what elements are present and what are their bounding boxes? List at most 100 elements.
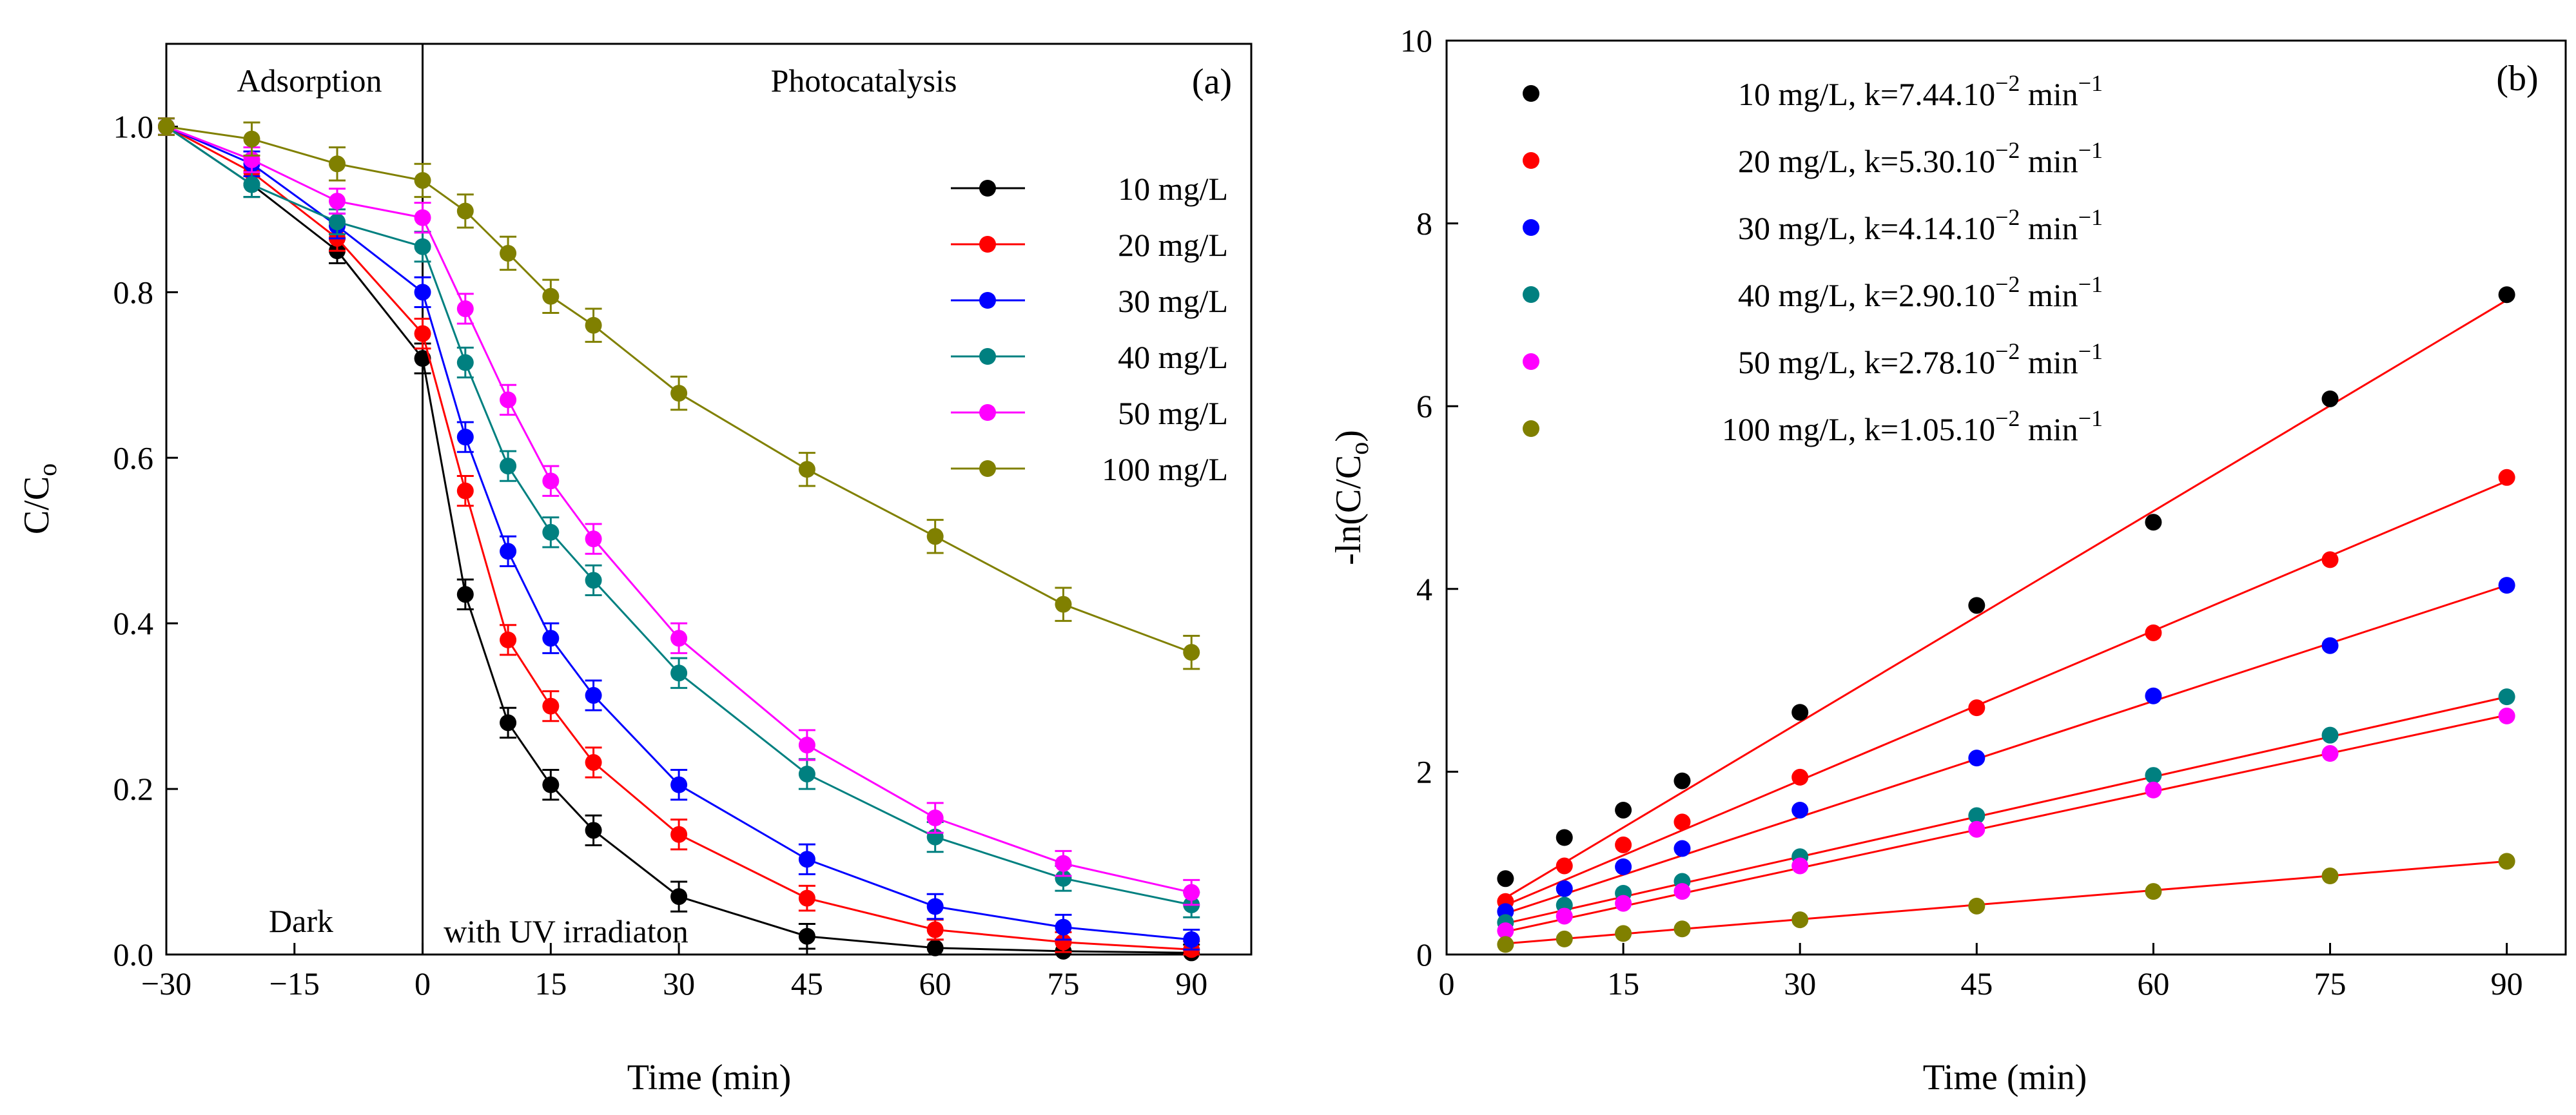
data-point — [1968, 699, 1986, 717]
panel-b-x-tick-label: 60 — [2137, 965, 2169, 1002]
uv-label: with UV irradiaton — [444, 913, 688, 949]
data-point — [1055, 869, 1072, 887]
data-point — [670, 385, 688, 402]
legend-marker — [1523, 152, 1539, 169]
panel-a-x-tick-label: −30 — [141, 965, 191, 1002]
series-50-mg-L — [158, 117, 1200, 906]
legend-label: 40 mg/L, k=2.90.10−2 min−1 — [1738, 271, 2103, 313]
series-20-mg-L — [158, 117, 1200, 958]
legend-marker — [1523, 219, 1539, 236]
legend-marker — [1523, 353, 1539, 370]
data-point — [456, 586, 474, 603]
adsorption-label: Adsorption — [237, 63, 382, 99]
legend-marker — [979, 404, 996, 421]
legend-label: 50 mg/L, k=2.78.10−2 min−1 — [1738, 338, 2103, 380]
data-point — [2498, 688, 2515, 706]
data-point — [1791, 704, 1809, 721]
data-point — [414, 350, 431, 367]
panel-a-x-tick-label: 90 — [1175, 965, 1207, 1002]
panel-a-x-tick-label: 75 — [1047, 965, 1079, 1002]
data-point — [585, 753, 602, 771]
data-point — [1497, 936, 1514, 953]
data-point — [500, 244, 517, 262]
data-point — [2498, 853, 2515, 870]
panel-a-legend: 10 mg/L 20 mg/L 30 mg/L 40 mg/L 50 mg/L 100 m… — [951, 171, 1228, 487]
legend-label: 50 mg/L — [1118, 395, 1228, 431]
kinetic-series — [1497, 707, 2515, 940]
panel-b-x-tick-label: 90 — [2491, 965, 2523, 1002]
data-point — [1673, 883, 1691, 900]
data-point — [1183, 884, 1200, 901]
data-point — [542, 630, 560, 647]
data-point — [542, 697, 560, 715]
panel-b-x-tick-label: 15 — [1607, 965, 1639, 1002]
data-point — [2498, 577, 2515, 594]
data-point — [585, 822, 602, 839]
data-point — [1673, 920, 1691, 938]
data-point — [1968, 807, 1986, 824]
panel-b-y-tick-label: 4 — [1416, 571, 1432, 607]
data-point — [798, 765, 815, 782]
data-point — [2321, 390, 2339, 407]
data-point — [585, 686, 602, 704]
panel-a-y-tick-label: 1.0 — [113, 108, 154, 144]
panel-a-y-tick-label: 0.0 — [113, 936, 154, 973]
legend-label: 20 mg/L, k=5.30.10−2 min−1 — [1738, 137, 2103, 179]
data-point — [500, 543, 517, 560]
panel-a-x-tick-label: 30 — [663, 965, 695, 1002]
panel-a: −30 −15 0 15 30 45 60 75 90 0.0 0.2 0.4 0.6 0.8 1.0 Ad… — [17, 43, 1253, 1098]
legend-marker — [1523, 420, 1539, 437]
panel-b-y-axis-title: -ln(C/Co) — [1329, 430, 1374, 565]
panel-a-x-tick-label: 60 — [919, 965, 951, 1002]
data-point — [2321, 868, 2339, 885]
data-point — [1968, 597, 1986, 614]
data-point — [158, 118, 175, 135]
data-point — [1615, 836, 1632, 853]
panel-b-legend: 10 mg/L, k=7.44.10−2 min−1 20 mg/L, k=5.3… — [1523, 70, 2103, 447]
data-point — [1968, 820, 1986, 838]
legend-label: 10 mg/L, k=7.44.10−2 min−1 — [1738, 70, 2103, 112]
panel-b-label: (b) — [2496, 59, 2538, 99]
data-point — [414, 238, 431, 255]
data-point — [798, 927, 815, 945]
legend-label: 100 mg/L — [1102, 451, 1228, 487]
data-point — [1055, 933, 1072, 951]
panel-a-frame — [165, 43, 1253, 956]
data-point — [414, 284, 431, 301]
data-point — [2498, 469, 2515, 486]
data-point — [2145, 883, 2162, 900]
panel-b-y-tick-label: 2 — [1416, 753, 1432, 790]
panel-b-x-tick-label: 0 — [1439, 965, 1455, 1002]
panel-b-x-tick-label: 45 — [1960, 965, 1993, 1002]
panel-b-y-tick-label: 0 — [1416, 936, 1432, 973]
legend-marker — [979, 236, 996, 253]
data-point — [414, 171, 431, 189]
data-point — [414, 209, 431, 226]
panel-a-y-tick-label: 0.8 — [113, 274, 154, 310]
panel-a-x-tick-label: 15 — [534, 965, 567, 1002]
panel-b-y-tick-label: 10 — [1400, 23, 1432, 59]
legend-marker — [1523, 85, 1539, 102]
legend-label: 40 mg/L — [1118, 339, 1228, 375]
kinetic-series — [1497, 286, 2515, 887]
series-100-mg-L — [158, 117, 1200, 670]
panel-a-label: (a) — [1192, 62, 1232, 102]
panel-a-x-axis-title: Time (min) — [627, 1058, 792, 1098]
data-point — [1791, 911, 1809, 929]
data-point — [926, 939, 944, 956]
fit-line — [1505, 584, 2508, 915]
panel-b-y-tick-label: 8 — [1416, 206, 1432, 242]
data-point — [798, 737, 815, 754]
legend-label: 30 mg/L, k=4.14.10−2 min−1 — [1738, 204, 2103, 246]
data-point — [2145, 767, 2162, 784]
data-point — [1183, 644, 1200, 661]
data-point — [1615, 858, 1632, 875]
legend-marker — [979, 180, 996, 197]
data-point — [456, 354, 474, 371]
data-point — [500, 458, 517, 475]
panel-a-y-tick-label: 0.2 — [113, 771, 154, 807]
panel-a-x-tick-label: −15 — [269, 965, 320, 1002]
data-point — [798, 461, 815, 478]
panel-b-x-axis-title: Time (min) — [1923, 1058, 2087, 1098]
legend-label: 20 mg/L — [1118, 227, 1228, 263]
